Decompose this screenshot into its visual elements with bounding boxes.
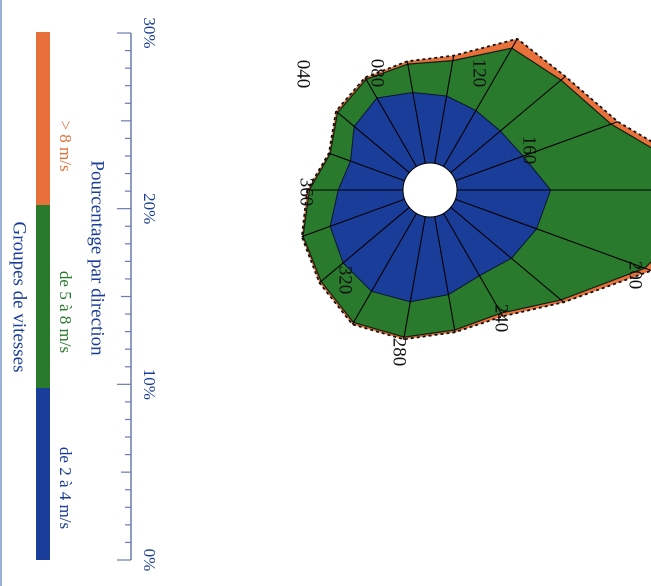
- wind-rose: 040 080 120 160 200 240 280 320 360: [293, 37, 651, 367]
- rose-center-hole: [402, 162, 458, 218]
- legend-label-0: de 2 à 4 m/s: [56, 447, 75, 529]
- window-edge: [0, 0, 2, 586]
- rose-spoke: [301, 198, 405, 238]
- legend-label-2: > 8 m/s: [56, 120, 75, 171]
- direction-label-160: 160: [519, 136, 540, 165]
- direction-label-280: 280: [389, 338, 410, 367]
- legend-label-1: de 5 à 8 m/s: [56, 271, 75, 353]
- rose-spoke: [443, 38, 518, 167]
- rose-spoke: [403, 216, 426, 340]
- direction-label-200: 200: [625, 261, 646, 290]
- scale-title: Pourcentage par direction: [87, 160, 108, 356]
- rose-spoke: [455, 121, 618, 182]
- legend-swatch-0: [36, 388, 50, 560]
- direction-label-040: 040: [293, 60, 314, 89]
- scale-tick-label: 10%: [140, 369, 159, 400]
- scale-tick-label: 20%: [140, 193, 159, 224]
- legend-swatch-1: [36, 205, 50, 388]
- rose-spoke: [434, 216, 456, 333]
- rose-spoke: [434, 55, 455, 164]
- rose-spoke: [319, 206, 410, 284]
- rose-spoke: [455, 198, 651, 272]
- rose-spoke: [364, 77, 417, 167]
- direction-label-080: 080: [367, 59, 388, 88]
- scale-tick-label: 30%: [140, 17, 159, 48]
- rose-spoke: [335, 110, 410, 174]
- direction-label-320: 320: [335, 266, 356, 295]
- rose-spoke: [443, 213, 504, 317]
- legend-color-bar: [36, 32, 50, 560]
- chart-text-labels: Groupes de vitesses de 2 à 4 m/s de 5 à 8 …: [9, 120, 108, 529]
- direction-label-240: 240: [491, 304, 512, 333]
- legend-title: Groupes de vitesses: [9, 222, 30, 373]
- percentage-scale: 0% 10% 20% 30%: [117, 17, 159, 571]
- rose-spoke: [328, 152, 405, 182]
- rose-spoke: [450, 206, 565, 303]
- rose-spoke: [450, 75, 566, 174]
- rose-spoke: [351, 213, 417, 325]
- legend-swatch-2: [36, 32, 50, 205]
- direction-label-120: 120: [469, 59, 490, 88]
- scale-tick-label: 0%: [140, 549, 159, 572]
- direction-label-360: 360: [296, 178, 317, 207]
- rose-spoke: [406, 61, 426, 164]
